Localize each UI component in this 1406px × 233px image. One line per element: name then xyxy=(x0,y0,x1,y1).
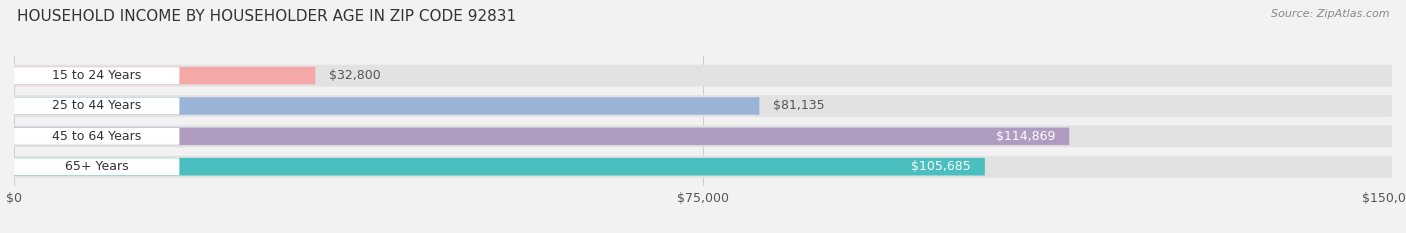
FancyBboxPatch shape xyxy=(14,127,1069,145)
Text: 15 to 24 Years: 15 to 24 Years xyxy=(52,69,142,82)
Text: 45 to 64 Years: 45 to 64 Years xyxy=(52,130,142,143)
Text: HOUSEHOLD INCOME BY HOUSEHOLDER AGE IN ZIP CODE 92831: HOUSEHOLD INCOME BY HOUSEHOLDER AGE IN Z… xyxy=(17,9,516,24)
FancyBboxPatch shape xyxy=(14,97,759,115)
FancyBboxPatch shape xyxy=(14,95,1392,117)
FancyBboxPatch shape xyxy=(14,158,180,175)
Text: 25 to 44 Years: 25 to 44 Years xyxy=(52,99,142,113)
FancyBboxPatch shape xyxy=(14,156,1392,178)
Text: $32,800: $32,800 xyxy=(329,69,381,82)
FancyBboxPatch shape xyxy=(14,98,180,114)
FancyBboxPatch shape xyxy=(14,128,180,145)
Text: $81,135: $81,135 xyxy=(773,99,825,113)
FancyBboxPatch shape xyxy=(14,67,315,84)
FancyBboxPatch shape xyxy=(14,125,1392,147)
FancyBboxPatch shape xyxy=(14,65,1392,87)
Text: Source: ZipAtlas.com: Source: ZipAtlas.com xyxy=(1271,9,1389,19)
Text: 65+ Years: 65+ Years xyxy=(65,160,128,173)
Text: $105,685: $105,685 xyxy=(911,160,972,173)
Text: $114,869: $114,869 xyxy=(995,130,1056,143)
FancyBboxPatch shape xyxy=(14,67,180,84)
FancyBboxPatch shape xyxy=(14,158,984,175)
